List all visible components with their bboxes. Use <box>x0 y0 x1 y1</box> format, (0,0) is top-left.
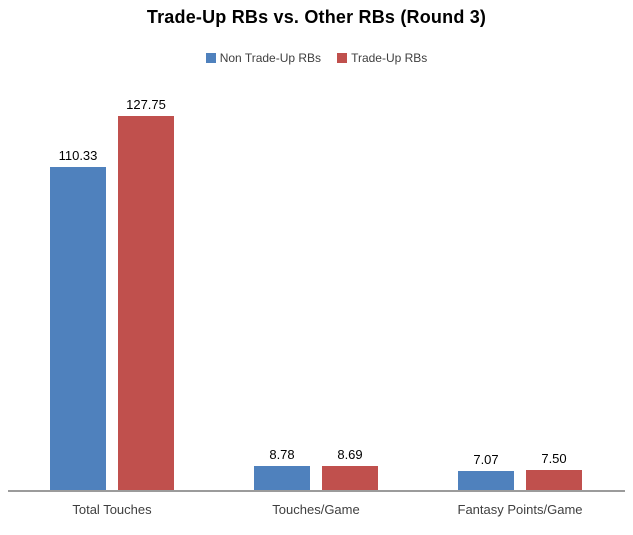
bar <box>458 471 514 492</box>
legend-swatch-non-trade-up-icon <box>205 53 216 63</box>
legend-item-trade-up: Trade-Up RBs <box>337 51 427 65</box>
legend-swatch-trade-up-icon <box>337 53 348 63</box>
bar-column: 7.50 <box>526 451 582 492</box>
bar-column: 8.69 <box>322 447 378 492</box>
bar <box>50 167 106 492</box>
category-label: Total Touches <box>72 502 152 517</box>
bar-value-label: 8.78 <box>269 447 295 463</box>
legend-item-non-trade-up: Non Trade-Up RBs <box>205 51 322 65</box>
bar-value-label: 7.50 <box>541 450 567 466</box>
legend-label-non-trade-up: Non Trade-Up RBs <box>219 51 322 65</box>
bar-column: 7.07 <box>458 452 514 492</box>
bar <box>254 466 310 492</box>
bar <box>118 116 174 492</box>
category-label: Fantasy Points/Game <box>457 502 583 517</box>
bar-group: 110.33 127.75 <box>10 80 214 492</box>
legend: Non Trade-Up RBs Trade-Up RBs <box>0 51 633 65</box>
bar-value-label: 127.75 <box>126 97 166 113</box>
bar-value-label: 110.33 <box>58 148 98 164</box>
bar-value-label: 7.07 <box>473 452 499 468</box>
bar-group: 7.07 7.50 <box>418 80 622 492</box>
bar-group: 8.78 8.69 <box>214 80 418 492</box>
bar-column: 110.33 <box>50 148 106 492</box>
category-axis: Total Touches Touches/Game Fantasy Points/… <box>10 502 622 517</box>
chart-title: Trade-Up RBs vs. Other RBs (Round 3) <box>146 7 487 27</box>
legend-label-trade-up: Trade-Up RBs <box>351 51 428 65</box>
category-label: Touches/Game <box>272 502 360 517</box>
x-axis-line <box>8 490 625 492</box>
bar-column: 8.78 <box>254 447 310 492</box>
plot-area: 110.33 127.75 8.78 8.69 7.07 7.50 <box>10 80 622 492</box>
bar <box>322 466 378 492</box>
bar <box>526 469 582 492</box>
bar-value-label: 8.69 <box>337 447 363 463</box>
bar-column: 127.75 <box>118 97 174 492</box>
